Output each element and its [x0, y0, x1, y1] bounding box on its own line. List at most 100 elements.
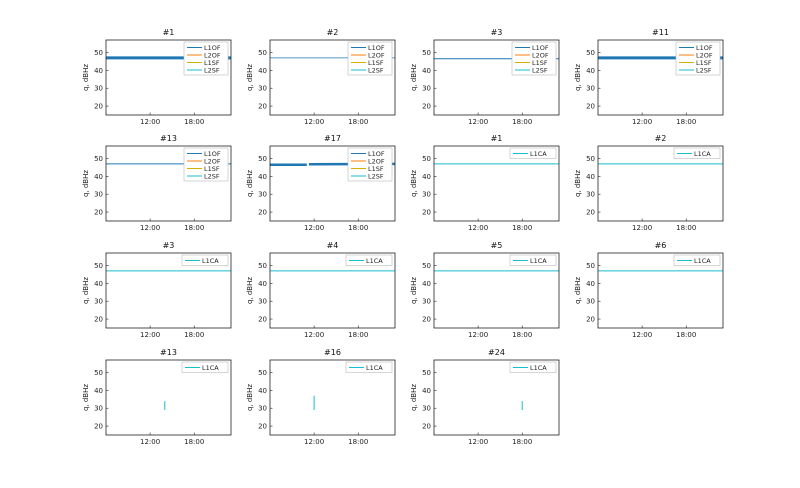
y-tick-label: 20: [422, 316, 431, 324]
plot-area: [105, 252, 232, 329]
legend: L1CA: [181, 254, 229, 266]
legend-label: L1CA: [202, 257, 219, 265]
x-tick-label: 18:00: [512, 331, 532, 339]
x-tick-label: 18:00: [184, 118, 204, 126]
x-tick-label: 18:00: [676, 331, 696, 339]
y-tick-label: 30: [422, 85, 431, 93]
y-tick-label: 30: [586, 298, 595, 306]
y-tick-label: 20: [94, 103, 103, 111]
subplot: #4 20 30 40 50 12:00 18:00 q, dBHz L1CA: [246, 241, 396, 339]
x-tick-label: 18:00: [676, 224, 696, 232]
legend-frame: [509, 147, 557, 159]
y-tick-label: 40: [586, 67, 595, 75]
subplot-title: #17: [324, 134, 341, 143]
subplot-title: #3: [163, 241, 175, 250]
legend-label: L2OF: [204, 157, 221, 165]
y-tick-label: 50: [94, 262, 103, 270]
x-tick-label: 18:00: [676, 118, 696, 126]
subplot-title: #4: [327, 241, 339, 250]
y-tick-label: 50: [258, 262, 267, 270]
legend: L1CA: [509, 361, 557, 373]
x-tick-label: 12:00: [304, 118, 324, 126]
legend: L1CA: [673, 254, 721, 266]
y-tick-label: 20: [94, 423, 103, 431]
legend-label: L1CA: [694, 257, 711, 265]
y-tick-label: 30: [586, 85, 595, 93]
legend-label: L2SF: [532, 66, 548, 74]
x-tick-label: 12:00: [468, 331, 488, 339]
y-tick-label: 30: [422, 405, 431, 413]
y-tick-label: 30: [422, 298, 431, 306]
y-tick-label: 40: [422, 173, 431, 181]
legend: L1CA: [509, 254, 557, 266]
legend-label: L2OF: [696, 51, 713, 59]
y-tick-label: 30: [258, 405, 267, 413]
legend-frame: [509, 254, 557, 266]
y-axis-label: q, dBHz: [82, 384, 90, 411]
plot-area: [433, 252, 560, 329]
y-tick-label: 20: [94, 209, 103, 217]
legend-label: L1CA: [366, 257, 383, 265]
x-tick-label: 18:00: [184, 331, 204, 339]
y-tick-label: 20: [94, 316, 103, 324]
legend-label: L2SF: [696, 66, 712, 74]
x-tick-label: 12:00: [140, 331, 160, 339]
x-tick-label: 18:00: [348, 224, 368, 232]
legend-label: L1CA: [530, 364, 547, 372]
y-tick-label: 40: [258, 280, 267, 288]
y-axis-label: q, dBHz: [246, 170, 254, 197]
x-tick-label: 18:00: [184, 438, 204, 446]
subplot-title: #2: [327, 28, 339, 37]
y-tick-label: 30: [258, 85, 267, 93]
x-tick-label: 12:00: [140, 118, 160, 126]
subplot: #1 20 30 40 50 12:00 18:00 q, dBHz L1OFL2OFL1SFL…: [82, 28, 232, 126]
subplot: #13 20 30 40 50 12:00 18:00 q, dBHz L1OFL2OFL1SF…: [82, 134, 232, 232]
y-tick-label: 50: [94, 155, 103, 163]
y-tick-label: 30: [422, 191, 431, 199]
y-tick-label: 40: [258, 173, 267, 181]
subplot: #13 20 30 40 50 12:00 18:00 q, dBHz L1CA: [82, 348, 232, 446]
y-tick-label: 40: [422, 280, 431, 288]
plot-area: [433, 39, 560, 116]
legend-frame: [345, 254, 393, 266]
y-tick-label: 50: [94, 369, 103, 377]
legend: L1CA: [673, 147, 721, 159]
legend-label: L2SF: [368, 66, 384, 74]
legend-label: L1SF: [532, 59, 548, 67]
y-tick-label: 30: [258, 191, 267, 199]
y-tick-label: 40: [94, 173, 103, 181]
legend-label: L1OF: [532, 44, 549, 52]
x-tick-label: 18:00: [512, 118, 532, 126]
y-axis-label: q, dBHz: [410, 64, 418, 91]
x-tick-label: 18:00: [512, 438, 532, 446]
legend-label: L1SF: [368, 165, 384, 173]
subplot-title: #24: [488, 348, 505, 357]
x-tick-label: 12:00: [632, 118, 652, 126]
y-tick-label: 30: [258, 298, 267, 306]
plot-area: [597, 145, 724, 222]
x-tick-label: 12:00: [468, 224, 488, 232]
subplot-title: #16: [324, 348, 341, 357]
legend-label: L2OF: [368, 51, 385, 59]
y-tick-label: 50: [422, 369, 431, 377]
y-axis-label: q, dBHz: [410, 277, 418, 304]
subplot: #5 20 30 40 50 12:00 18:00 q, dBHz L1CA: [410, 241, 560, 339]
y-tick-label: 50: [258, 49, 267, 57]
x-tick-label: 18:00: [348, 331, 368, 339]
legend-label: L2OF: [532, 51, 549, 59]
y-tick-label: 50: [258, 155, 267, 163]
subplot-title: #13: [160, 134, 177, 143]
y-tick-label: 30: [94, 85, 103, 93]
legend-label: L1SF: [204, 165, 220, 173]
legend-label: L1CA: [530, 257, 547, 265]
subplot: #2 20 30 40 50 12:00 18:00 q, dBHz L1OFL2OFL1SFL…: [246, 28, 396, 126]
y-tick-label: 40: [258, 67, 267, 75]
subplot: #2 20 30 40 50 12:00 18:00 q, dBHz L1CA: [574, 134, 724, 232]
y-tick-label: 50: [586, 49, 595, 57]
legend-label: L1SF: [696, 59, 712, 67]
legend-frame: [181, 361, 229, 373]
y-tick-label: 30: [94, 298, 103, 306]
y-tick-label: 20: [586, 209, 595, 217]
